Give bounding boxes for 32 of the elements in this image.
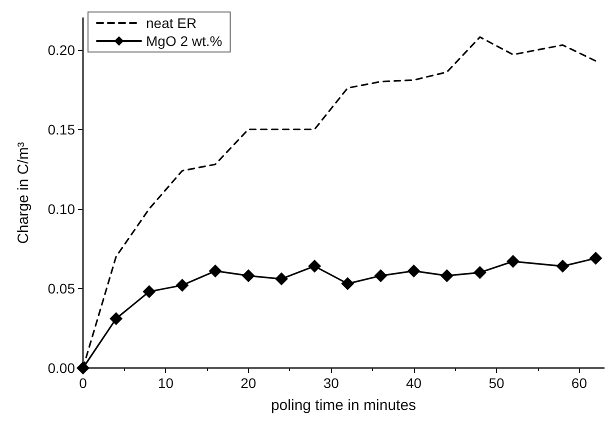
x-tick-label: 10 bbox=[158, 375, 174, 391]
point bbox=[506, 254, 520, 268]
y-axis-title: Charge in C/m³ bbox=[15, 142, 32, 244]
y-tick-label: 0.10 bbox=[48, 200, 76, 217]
y-tick-label: 0.20 bbox=[48, 42, 76, 58]
point bbox=[556, 260, 570, 273]
x-tick-label: 20 bbox=[240, 375, 256, 391]
x-tick-label: 60 bbox=[571, 375, 588, 391]
point bbox=[440, 269, 454, 282]
point bbox=[242, 269, 255, 282]
y-tick-label: 0.00 bbox=[48, 360, 76, 376]
point bbox=[176, 278, 189, 292]
point bbox=[374, 269, 388, 282]
point bbox=[274, 272, 288, 286]
point bbox=[76, 362, 90, 374]
x-tick-label: 0 bbox=[79, 375, 88, 391]
x-axis-title: poling time in minutes bbox=[270, 397, 416, 414]
point bbox=[308, 260, 322, 273]
point bbox=[407, 264, 420, 278]
y-tick-label: 0.15 bbox=[48, 121, 76, 138]
x-tick-label: 30 bbox=[323, 375, 340, 391]
point bbox=[208, 264, 222, 278]
point bbox=[142, 285, 156, 298]
point bbox=[341, 277, 354, 290]
x-tick-label: 50 bbox=[488, 375, 504, 391]
x-tick-label: 40 bbox=[406, 375, 422, 391]
point bbox=[589, 252, 602, 265]
legend-label: neat ER bbox=[146, 15, 197, 31]
point bbox=[473, 266, 486, 280]
point bbox=[110, 312, 123, 326]
y-tick-label: 0.05 bbox=[48, 280, 76, 296]
legend-label: MgO 2 wt.% bbox=[146, 33, 222, 49]
